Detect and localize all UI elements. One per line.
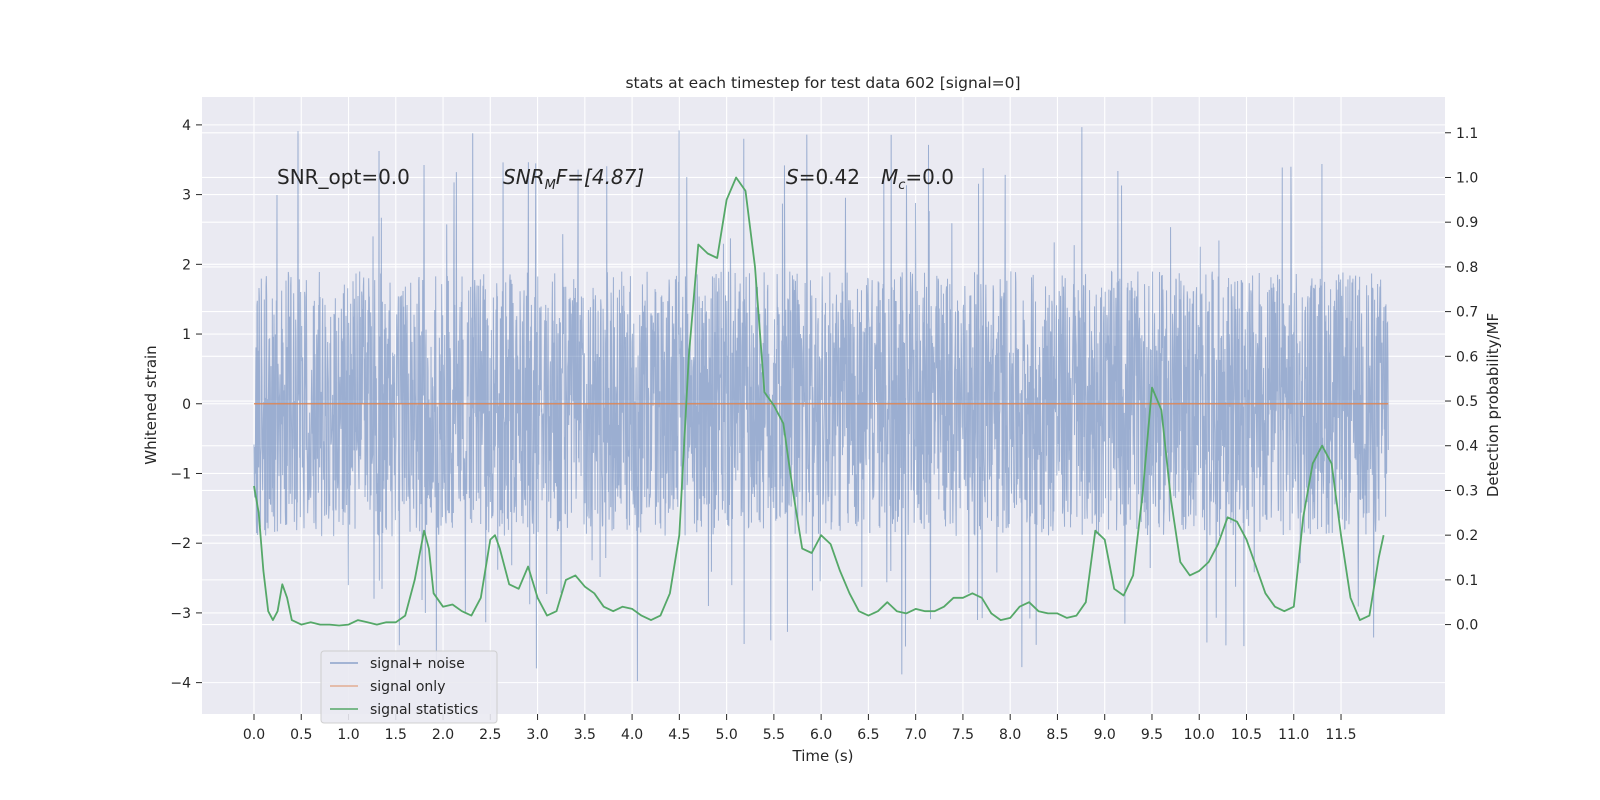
x-axis-label: Time (s) [792,747,854,765]
series-signal-plus-noise [253,127,1389,682]
annotation-snr-mf: SNRMF=[4.87] [503,165,644,193]
left-y-axis: −4 −3 −2 −1 0 1 2 3 4 [170,118,202,692]
y-left-tick-label: 3 [182,188,191,204]
annotation-snr-mf-sub: M [545,178,556,193]
x-tick-label: 4.0 [621,727,643,743]
y-left-tick-label: 0 [182,397,191,413]
x-tick-label: 5.5 [763,727,785,743]
legend: signal+ noise signal only signal statist… [320,650,498,724]
annotation-mc-sub: c [898,178,905,193]
x-tick-label: 8.0 [999,727,1021,743]
y-left-tick-label: 4 [182,118,191,134]
legend-label-signal-noise: signal+ noise [370,656,465,672]
y-left-tick-label: −4 [170,676,191,692]
right-y-axis: 0.0 0.1 0.2 0.3 0.4 0.5 0.6 0.7 0.8 0.9 1.0 1.1 [1445,126,1478,634]
legend-box [320,650,498,724]
x-tick-label: 7.0 [905,727,927,743]
y-right-tick-label: 0.1 [1456,573,1478,589]
x-tick-label: 6.5 [857,727,879,743]
y-right-tick-label: 0.2 [1456,528,1478,544]
y-right-tick-label: 0.6 [1456,349,1478,365]
annotation-mc-rest: =0.0 [905,165,954,189]
x-tick-label: 11.5 [1325,727,1356,743]
y-right-tick-label: 0.4 [1456,439,1478,455]
y-right-tick-label: 1.0 [1456,170,1478,186]
x-tick-label: 4.5 [668,727,690,743]
y-right-tick-label: 0.7 [1456,305,1478,321]
y-left-tick-label: −3 [170,606,191,622]
right-y-axis-label: Detection probability/MF [1484,313,1502,497]
annotation-s-rest: =0.42 [799,165,860,189]
x-tick-label: 9.5 [1141,727,1163,743]
y-right-tick-label: 0.8 [1456,260,1478,276]
x-tick-label: 6.0 [810,727,832,743]
left-y-axis-label: Whitened strain [142,345,160,464]
x-tick-label: 3.0 [526,727,548,743]
annotation-snr-mf-rest: F=[4.87] [556,165,644,189]
y-right-tick-label: 0.5 [1456,394,1478,410]
y-right-tick-label: 0.9 [1456,215,1478,231]
x-tick-label: 8.5 [1046,727,1068,743]
annotation-snr-opt: SNR_opt=0.0 [277,165,410,189]
x-tick-label: 1.0 [337,727,359,743]
annotation-s: S=0.42 [786,165,860,189]
x-tick-label: 1.5 [385,727,407,743]
chart-title: stats at each timestep for test data 602… [625,74,1020,92]
y-right-tick-label: 1.1 [1456,126,1478,142]
x-tick-label: 9.0 [1094,727,1116,743]
x-tick-label: 0.0 [243,727,265,743]
annotation-mc: Mc=0.0 [881,165,954,193]
x-tick-label: 7.5 [952,727,974,743]
legend-label-signal-statistics: signal statistics [370,702,478,718]
y-right-tick-label: 0.0 [1456,618,1478,634]
x-tick-label: 3.5 [574,727,596,743]
grid-lines [202,97,1445,714]
x-tick-label: 10.0 [1184,727,1215,743]
annotation-mc-main: M [881,165,898,189]
x-axis: 0.0 0.5 1.0 1.5 2.0 2.5 3.0 3.5 4.0 4.5 5.0 5.5 6.0 6… [243,714,1357,743]
y-right-tick-label: 0.3 [1456,483,1478,499]
x-tick-label: 2.5 [479,727,501,743]
annotation-s-main: S [786,165,799,189]
x-tick-label: 11.0 [1278,727,1309,743]
series-signal-statistics [253,176,1385,627]
x-tick-label: 10.5 [1231,727,1262,743]
x-tick-label: 5.0 [715,727,737,743]
y-left-tick-label: 1 [182,327,191,343]
legend-label-signal-only: signal only [370,679,445,695]
y-left-tick-label: −2 [170,536,191,552]
x-tick-label: 0.5 [290,727,312,743]
annotation-snr-mf-main: SNR [503,165,545,189]
y-left-tick-label: −1 [170,466,191,482]
x-tick-label: 2.0 [432,727,454,743]
y-left-tick-label: 2 [182,257,191,273]
signal-noise-trace [253,127,1389,682]
